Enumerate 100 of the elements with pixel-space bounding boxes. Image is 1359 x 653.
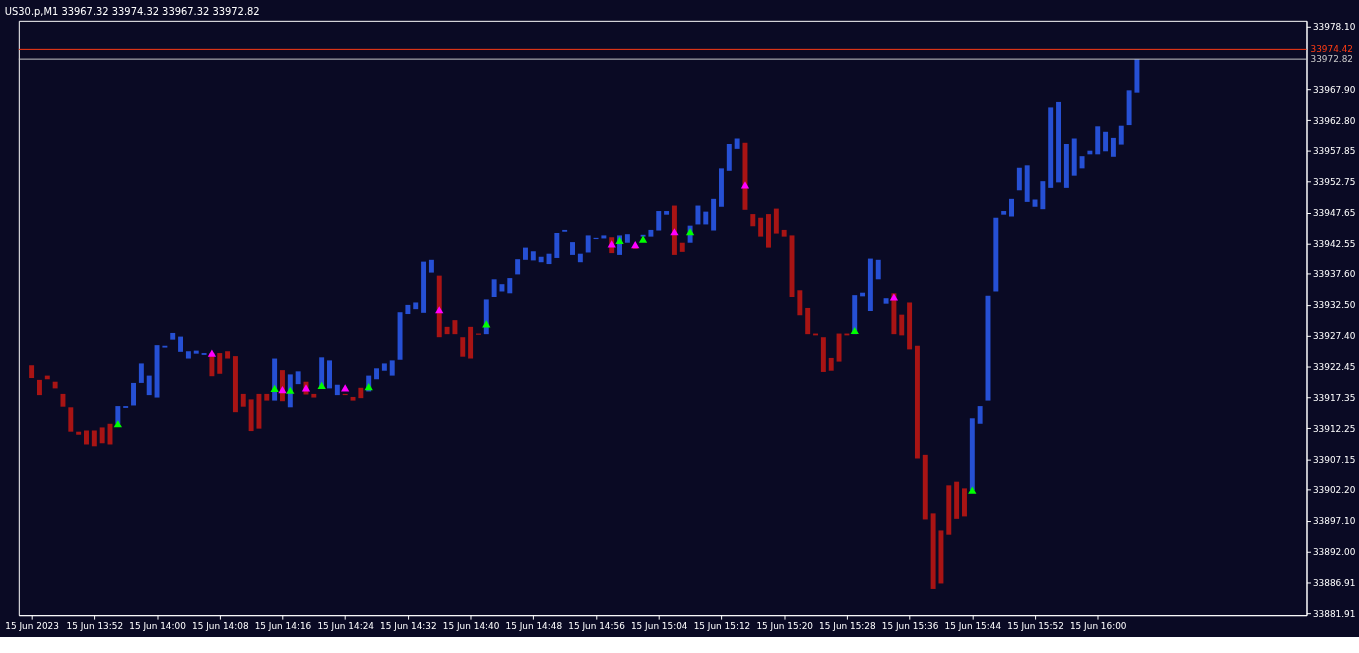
bar (867, 258, 873, 311)
bar (993, 217, 999, 292)
bar (711, 198, 717, 231)
bar (930, 513, 936, 589)
bar (327, 360, 332, 389)
bar (334, 384, 340, 396)
bar (961, 488, 967, 517)
bar (131, 382, 136, 406)
bar (146, 375, 152, 396)
bar (781, 229, 787, 237)
y-tick-label: 33952.75 (1312, 176, 1356, 187)
bar (1126, 90, 1132, 126)
x-tick-label: 15 Jun 14:48 (505, 620, 563, 631)
bar (750, 214, 756, 227)
bar (946, 485, 952, 535)
y-tick-label: 33927.40 (1312, 331, 1356, 342)
point (685, 228, 695, 236)
chart-title: US30.p,M1 33967.32 33974.32 33967.32 33972.82 (4, 5, 260, 17)
bar (225, 351, 231, 359)
bar (766, 214, 771, 248)
bar (570, 242, 575, 255)
bar (1009, 198, 1014, 217)
bar (836, 333, 842, 362)
point (286, 386, 295, 394)
bar (922, 454, 928, 520)
bar (248, 399, 254, 432)
bar (820, 337, 826, 372)
bar (154, 345, 160, 398)
bar (68, 407, 74, 432)
point (207, 349, 217, 357)
bar (52, 381, 58, 389)
bar (358, 387, 364, 399)
ref-line-label: 33972.82 (1310, 54, 1353, 65)
y-tick-label: 33881.91 (1312, 608, 1356, 619)
bar (76, 431, 82, 435)
point (278, 386, 287, 394)
bar (828, 357, 834, 371)
bar (99, 427, 105, 444)
bar (907, 302, 913, 350)
point (113, 420, 122, 428)
bar (523, 247, 528, 260)
x-tick-label: 15 Jun 14:32 (380, 620, 437, 631)
point (631, 240, 640, 249)
ref-line-label: 33974.42 (1310, 44, 1353, 55)
bar (389, 360, 395, 376)
bar (679, 242, 685, 252)
point (607, 240, 616, 248)
bar (397, 312, 403, 360)
x-tick-label: 15 Jun 2023 (5, 620, 59, 631)
bar (726, 143, 732, 171)
bar (1134, 59, 1140, 93)
bar (883, 298, 889, 304)
bar (256, 393, 262, 429)
x-tick-label: 15 Jun 14:24 (317, 620, 375, 631)
bar (734, 138, 740, 149)
y-tick-label: 33897.10 (1312, 516, 1356, 527)
bar (773, 208, 779, 234)
bar (538, 256, 544, 263)
bar (84, 430, 89, 445)
y-tick-label: 33947.65 (1312, 208, 1356, 219)
bar (938, 530, 944, 584)
x-tick-label: 15 Jun 15:44 (944, 620, 1002, 631)
y-tick-label: 33912.25 (1312, 423, 1356, 434)
point (968, 486, 977, 494)
bar (436, 275, 442, 338)
bar (468, 326, 474, 359)
bar (491, 279, 497, 297)
bar (295, 371, 301, 385)
y-tick-label: 33902.20 (1312, 485, 1356, 496)
bar (742, 142, 748, 210)
x-tick-label: 15 Jun 16:00 (1069, 620, 1127, 631)
bar (695, 205, 701, 225)
bar (115, 406, 121, 424)
point (850, 326, 859, 335)
bar (530, 251, 536, 261)
bar (664, 211, 670, 215)
bar (240, 393, 246, 407)
point (889, 293, 899, 301)
bar (805, 307, 811, 335)
bar (1040, 181, 1046, 210)
bar (178, 336, 184, 352)
bar (138, 363, 144, 383)
x-tick-label: 15 Jun 15:04 (630, 620, 688, 631)
bar (1103, 131, 1109, 152)
y-tick-label: 33978.10 (1312, 22, 1356, 33)
bar (413, 302, 419, 310)
bar (1048, 107, 1054, 188)
bar (977, 406, 983, 424)
point (615, 236, 624, 244)
bar (29, 365, 35, 379)
bar (1016, 167, 1022, 191)
x-tick-label: 15 Jun 14:08 (191, 620, 249, 631)
y-tick-label: 33967.90 (1312, 84, 1356, 95)
bar (444, 326, 450, 335)
bar (1056, 101, 1062, 183)
bar (405, 304, 411, 315)
bar (718, 168, 724, 207)
bar (170, 332, 176, 340)
x-tick-label: 15 Jun 14:16 (254, 620, 312, 631)
x-tick-label: 15 Jun 13:52 (66, 620, 124, 631)
